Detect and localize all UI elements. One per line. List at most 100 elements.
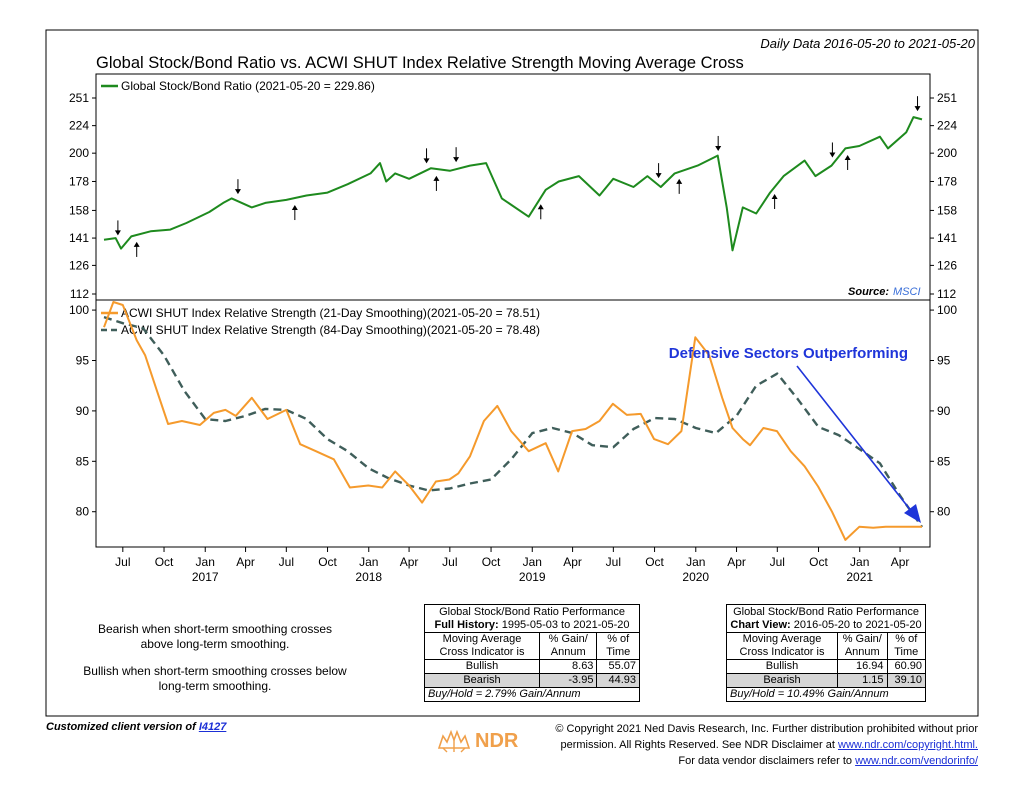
x-month-label: Oct (645, 555, 664, 569)
rs-84day-line (103, 315, 923, 528)
bottom-y-axis: 100 100 95 95 90 90 85 85 80 80 (69, 303, 957, 519)
x-month-label: Jan (196, 555, 215, 569)
x-year-label: 2019 (519, 570, 546, 584)
top-legend-label: Global Stock/Bond Ratio (2021-05-20 = 22… (121, 79, 375, 93)
copyright-line-1: © Copyright 2021 Ned Davis Research, Inc… (555, 723, 978, 735)
top-tick-label-left: 224 (69, 119, 89, 133)
annotation-arrow-line (796, 365, 913, 513)
top-panel-frame (95, 73, 931, 301)
down-arrow-head (829, 152, 836, 158)
perf-table-view: Global Stock/Bond Ratio Performance Char… (726, 604, 927, 702)
down-arrow-head (453, 157, 460, 163)
legend-21day-label: ACWI SHUT Index Relative Strength (21-Da… (121, 306, 540, 320)
perf-full-bullish-label: Bullish (424, 659, 540, 674)
x-month-label: Oct (482, 555, 501, 569)
perf-view-bullish-gain: 16.94 (837, 659, 888, 674)
copyright-block: © Copyright 2021 Ned Davis Research, Inc… (548, 721, 978, 769)
top-y-axis: 251 251 224 224 200 200 178 178 158 158 141 141 126 1… (69, 91, 957, 301)
bottom-tick-label-right: 85 (937, 454, 951, 468)
stock-bond-ratio-line (103, 116, 923, 252)
down-arrow-head (655, 173, 662, 179)
perf-view-col3: % of Time (886, 632, 927, 660)
date-range: Daily Data 2016-05-20 to 2021-05-20 (760, 36, 975, 51)
up-arrow-head (133, 241, 140, 247)
down-arrow-head (914, 106, 921, 112)
vendorinfo-link[interactable]: www.ndr.com/vendorinfo/ (855, 755, 978, 767)
bottom-panel-frame (95, 299, 931, 548)
perf-full-bullish-time: 55.07 (596, 659, 640, 674)
up-arrow-head (676, 178, 683, 184)
down-arrow-head (114, 230, 121, 236)
top-tick-label-right: 200 (937, 146, 957, 160)
top-tick-label-right: 251 (937, 91, 957, 105)
x-month-label: Apr (236, 555, 255, 569)
x-month-label: Apr (563, 555, 582, 569)
perf-view-buyhold: Buy/Hold = 10.49% Gain/Annum (726, 687, 926, 702)
stock-bond-ratio-series (103, 116, 923, 252)
perf-view-bullish-time: 60.90 (886, 659, 927, 674)
perf-view-col1: Moving Average Cross Indicator is (726, 632, 838, 660)
x-year-label: 2021 (846, 570, 873, 584)
perf-view-title: Global Stock/Bond Ratio Performance (733, 606, 919, 618)
perf-view-bearish-label: Bearish (726, 673, 838, 688)
up-arrow-head (433, 175, 440, 181)
client-version-link[interactable]: I4127 (198, 721, 227, 733)
x-year-label: 2017 (192, 570, 219, 584)
x-month-label: Jul (606, 555, 621, 569)
perf-full-period: 1995-05-03 to 2021-05-20 (501, 619, 630, 631)
bottom-tick-label-left: 85 (76, 454, 90, 468)
outer-frame (45, 29, 979, 717)
perf-full-bullish-gain: 8.63 (538, 659, 598, 674)
perf-full-period-label: Full History: (434, 619, 499, 631)
top-tick-label-right: 178 (937, 174, 957, 188)
top-tick-label-right: 126 (937, 258, 957, 272)
client-version-prefix: Customized client version of (46, 721, 196, 733)
legend-84day-label: ACWI SHUT Index Relative Strength (84-Da… (121, 323, 540, 337)
perf-full-buyhold: Buy/Hold = 2.79% Gain/Annum (424, 687, 640, 702)
x-axis: Jul Oct Jan Apr Jul Oct Jan Apr Jul Oct Jan Apr Jul O… (115, 547, 909, 584)
top-tick-label-left: 200 (69, 146, 89, 160)
bottom-tick-label-right: 80 (937, 505, 951, 519)
top-tick-label-left: 251 (69, 91, 89, 105)
up-arrow-head (771, 193, 778, 199)
x-month-label: Jan (359, 555, 378, 569)
perf-full-col2: % Gain/ Annum (538, 632, 598, 660)
x-month-label: Apr (727, 555, 746, 569)
perf-full-col3: % of Time (596, 632, 640, 660)
bottom-tick-label-right: 100 (937, 303, 957, 317)
perf-view-bearish-gain: 1.15 (837, 673, 888, 688)
perf-view-period: 2016-05-20 to 2021-05-20 (793, 619, 922, 631)
perf-full-bearish-time: 44.93 (596, 673, 640, 688)
down-arrow-head (715, 145, 722, 151)
bottom-tick-label-left: 90 (76, 404, 90, 418)
x-month-label: Oct (809, 555, 828, 569)
top-tick-label-left: 112 (70, 287, 89, 301)
x-month-label: Jan (523, 555, 542, 569)
source-label: Source: (848, 286, 889, 298)
top-tick-label-right: 224 (937, 119, 957, 133)
top-tick-label-left: 141 (69, 231, 89, 245)
up-arrow-head (844, 154, 851, 160)
top-tick-label-right: 112 (937, 287, 956, 301)
perf-full-title: Global Stock/Bond Ratio Performance (439, 606, 625, 618)
top-tick-label-right: 141 (937, 231, 957, 245)
x-month-label: Jul (442, 555, 457, 569)
x-month-label: Oct (318, 555, 337, 569)
signal-notes: Bearish when short-term smoothing crosse… (80, 622, 350, 706)
perf-full-bearish-label: Bearish (424, 673, 540, 688)
perf-view-bullish-label: Bullish (726, 659, 838, 674)
top-tick-label-left: 178 (69, 174, 89, 188)
perf-full-bearish-gain: -3.95 (538, 673, 598, 688)
ndr-logo: NDR (437, 728, 518, 754)
bearish-note: Bearish when short-term smoothing crosse… (97, 622, 333, 651)
bottom-tick-label-left: 80 (76, 505, 90, 519)
x-month-label: Apr (891, 555, 910, 569)
rs-21day-line (103, 301, 922, 541)
perf-view-col2: % Gain/ Annum (837, 632, 888, 660)
chart-title: Global Stock/Bond Ratio vs. ACWI SHUT In… (96, 54, 744, 72)
x-month-label: Oct (155, 555, 174, 569)
source-value: MSCI (893, 286, 921, 298)
x-month-label: Jul (770, 555, 785, 569)
copyright-link[interactable]: www.ndr.com/copyright.html. (838, 739, 978, 751)
